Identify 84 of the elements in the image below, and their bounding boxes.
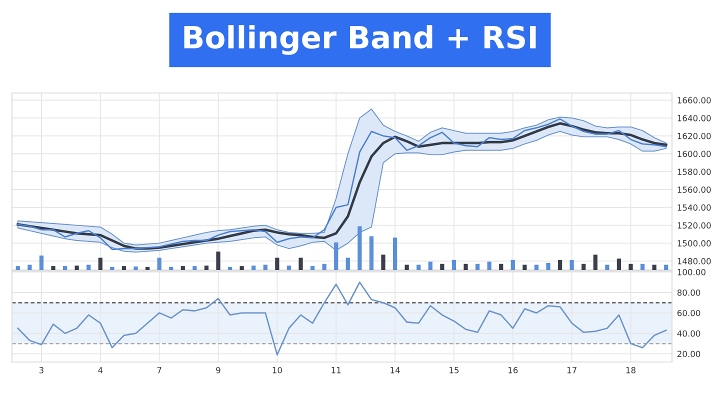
x-tick-label: 4	[98, 367, 103, 374]
bar	[487, 262, 492, 270]
bar	[39, 256, 44, 270]
x-tick-label: 14	[390, 367, 400, 374]
bar	[510, 260, 515, 270]
bar	[228, 266, 232, 270]
bar	[16, 266, 20, 270]
bar	[475, 264, 480, 270]
bar	[157, 258, 162, 270]
bar	[416, 264, 421, 270]
y-tick-label: 1640.00	[678, 115, 711, 122]
x-tick-label: 15	[450, 367, 459, 374]
bar	[263, 264, 268, 270]
bar	[322, 264, 326, 270]
bar	[51, 266, 56, 270]
bar	[428, 262, 432, 270]
x-tick-label: 9	[216, 367, 220, 374]
y-tick-label: 1540.00	[678, 204, 711, 211]
bar	[346, 258, 350, 270]
chart-title: Bollinger Band + RSI	[184, 25, 536, 55]
bar	[62, 266, 68, 270]
x-tick-label: 11	[332, 367, 341, 374]
y-tick-label: 60.00	[677, 310, 700, 316]
x-tick-label: 7	[157, 367, 162, 374]
x-tick-label: 16	[508, 367, 518, 374]
bar	[652, 264, 656, 270]
bar	[122, 266, 126, 270]
bar	[310, 266, 315, 270]
y-tick-label: 1520.00	[678, 222, 711, 229]
bar	[180, 266, 185, 270]
y-tick-label: 1480.00	[678, 258, 711, 264]
y-tick-label: 20.00	[677, 350, 700, 358]
bar	[169, 266, 174, 270]
bar	[546, 262, 550, 270]
bar	[381, 254, 386, 270]
bar	[204, 266, 209, 270]
bar	[28, 264, 32, 270]
bar	[452, 260, 456, 270]
bar	[275, 258, 280, 270]
bar	[570, 260, 574, 270]
bar	[286, 266, 292, 270]
bar	[440, 264, 444, 270]
y-tick-label: 1500.00	[678, 240, 711, 246]
bar	[464, 264, 468, 270]
bar	[192, 266, 197, 270]
bar	[86, 264, 91, 270]
bar	[358, 226, 362, 270]
bar	[404, 264, 409, 270]
bar	[240, 266, 244, 270]
bar	[134, 266, 138, 270]
y-tick-label: 1620.00	[678, 132, 711, 140]
y-tick-label: 1660.00	[678, 97, 711, 104]
bar	[252, 266, 256, 270]
y-tick-label: 100.00	[678, 269, 706, 276]
bar	[74, 266, 79, 270]
line-series	[17, 282, 667, 356]
bar	[110, 266, 114, 270]
bar	[664, 264, 668, 270]
bar	[534, 264, 539, 270]
bar	[334, 242, 338, 270]
bar	[98, 258, 102, 270]
y-tick-label: 1600.00	[678, 150, 711, 158]
bar	[145, 266, 150, 270]
y-tick-label: 1580.00	[678, 168, 711, 175]
bar	[616, 258, 622, 270]
y-tick-label: 80.00	[677, 289, 700, 296]
bar	[593, 254, 598, 270]
bar	[298, 258, 303, 270]
x-tick-label: 18	[626, 367, 636, 374]
bar	[605, 264, 610, 270]
x-tick-label: 3	[39, 367, 44, 374]
bar	[499, 264, 504, 270]
y-tick-label: 1560.00	[678, 186, 711, 193]
x-tick-label: 10	[272, 367, 282, 374]
bar	[369, 236, 374, 270]
bar	[558, 260, 562, 270]
x-tick-label: 17	[567, 367, 576, 374]
bar	[216, 252, 220, 270]
bar	[392, 238, 398, 270]
bar	[628, 264, 633, 270]
y-tick-label: 40.00	[677, 330, 700, 337]
bar	[522, 264, 527, 270]
bar	[582, 264, 586, 270]
bar	[640, 264, 645, 270]
